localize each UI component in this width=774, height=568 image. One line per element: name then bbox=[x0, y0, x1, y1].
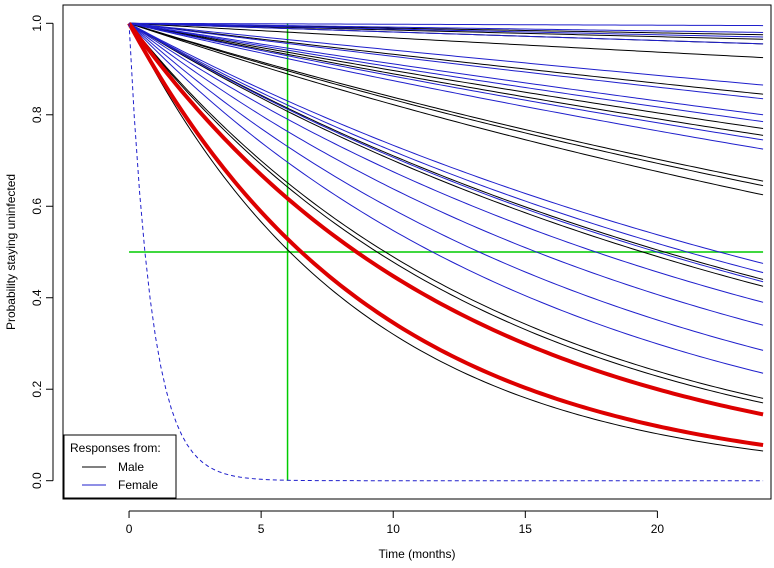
y-tick-label: 0.2 bbox=[30, 381, 44, 398]
x-axis-title: Time (months) bbox=[379, 547, 456, 561]
series-1-curve-3 bbox=[129, 22, 764, 45]
series-0-curve-8 bbox=[128, 22, 764, 187]
x-tick-label: 20 bbox=[651, 522, 665, 536]
series-1-curve-6 bbox=[128, 22, 764, 116]
series-2-curve-1 bbox=[127, 22, 764, 448]
series-1-curve-13 bbox=[128, 22, 764, 303]
series-0-curve-7 bbox=[128, 22, 764, 182]
series-0-curve-6 bbox=[128, 22, 764, 136]
series-1-curve-15 bbox=[128, 22, 764, 351]
series-1-curve-10 bbox=[128, 22, 764, 264]
y-tick-label: 0.8 bbox=[30, 106, 44, 123]
y-tick-label: 0.0 bbox=[30, 472, 44, 489]
y-axis-title: Probability staying uninfected bbox=[4, 174, 18, 330]
legend-title: Responses from: bbox=[70, 441, 161, 455]
x-tick-label: 15 bbox=[519, 522, 533, 536]
series-0-curve-10 bbox=[128, 22, 764, 280]
series-2-curve-0 bbox=[127, 22, 764, 417]
series-1-curve-16 bbox=[128, 22, 764, 374]
series-0-curve-14 bbox=[128, 23, 764, 452]
x-tick-label: 5 bbox=[258, 522, 265, 536]
series-0-curve-5 bbox=[128, 22, 764, 129]
x-tick-label: 10 bbox=[387, 522, 401, 536]
series-1-curve-12 bbox=[128, 22, 764, 283]
series-0-curve-9 bbox=[128, 22, 764, 196]
series-1-curve-7 bbox=[128, 22, 764, 123]
series-1-curve-4 bbox=[128, 22, 764, 86]
legend-label-male: Male bbox=[118, 460, 144, 474]
y-tick-label: 0.4 bbox=[30, 289, 44, 306]
series-1-curve-11 bbox=[128, 22, 764, 274]
series-0-curve-12 bbox=[128, 22, 764, 399]
series-1-curve-2 bbox=[129, 22, 764, 38]
series-1-curve-5 bbox=[128, 22, 764, 100]
x-tick-label: 0 bbox=[126, 522, 133, 536]
series-1-curve-0 bbox=[129, 22, 764, 27]
plot-frame bbox=[62, 4, 772, 500]
series-1-curve-14 bbox=[128, 22, 764, 326]
series-0-curve-13 bbox=[128, 22, 764, 404]
series-0-curve-3 bbox=[129, 22, 764, 59]
series-0-curve-11 bbox=[128, 22, 764, 287]
series-1-curve-1 bbox=[129, 22, 764, 33]
series-0-curve-4 bbox=[128, 22, 764, 95]
legend-label-female: Female bbox=[118, 478, 158, 492]
y-tick-label: 0.6 bbox=[30, 198, 44, 215]
series-1-curve-8 bbox=[128, 22, 764, 141]
series-1-curve-9 bbox=[128, 22, 764, 150]
dashed-reference-curve bbox=[128, 23, 764, 482]
y-tick-label: 1.0 bbox=[30, 15, 44, 32]
